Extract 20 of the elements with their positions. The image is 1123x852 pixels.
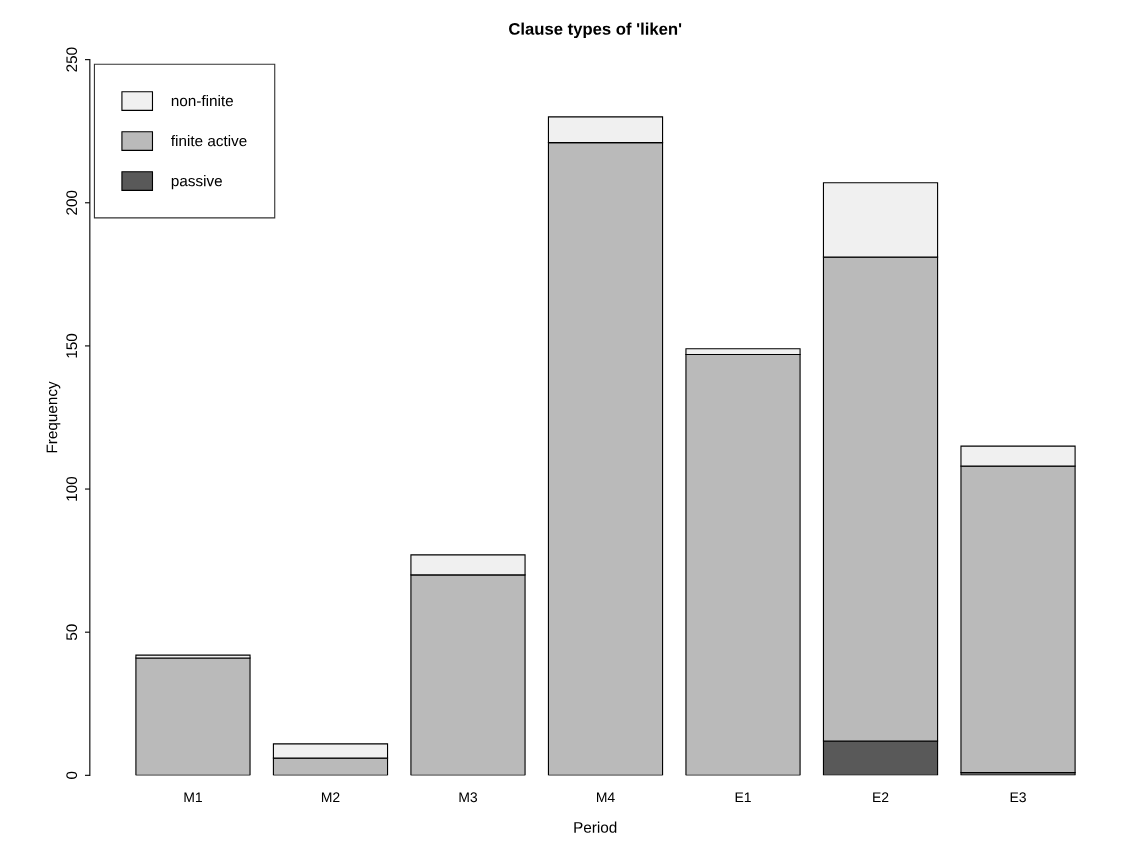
legend-label: non-finite — [171, 95, 233, 107]
x-tick-label: E1 — [735, 792, 751, 803]
y-tick-label: 100 — [66, 476, 78, 501]
x-tick-label: E2 — [873, 792, 889, 803]
legend-label: finite active — [171, 135, 247, 147]
x-tick-label: M1 — [184, 792, 202, 803]
y-axis-title: Frequency — [46, 381, 61, 453]
chart-title: Clause types of 'liken' — [509, 22, 682, 39]
y-tick-label: 150 — [66, 333, 78, 358]
y-tick-label: 50 — [66, 624, 78, 641]
y-tick-label: 200 — [66, 190, 78, 215]
x-tick-label: M3 — [459, 792, 478, 803]
x-tick-label: M4 — [597, 792, 615, 803]
x-tick-label: E3 — [1010, 792, 1026, 803]
x-tick-label: M2 — [321, 792, 340, 803]
y-tick-label: 250 — [66, 47, 78, 72]
legend-label: passive — [171, 175, 222, 190]
x-axis-title: Period — [574, 821, 617, 833]
y-tick-label: 0 — [66, 771, 78, 779]
bar — [135, 657, 251, 776]
